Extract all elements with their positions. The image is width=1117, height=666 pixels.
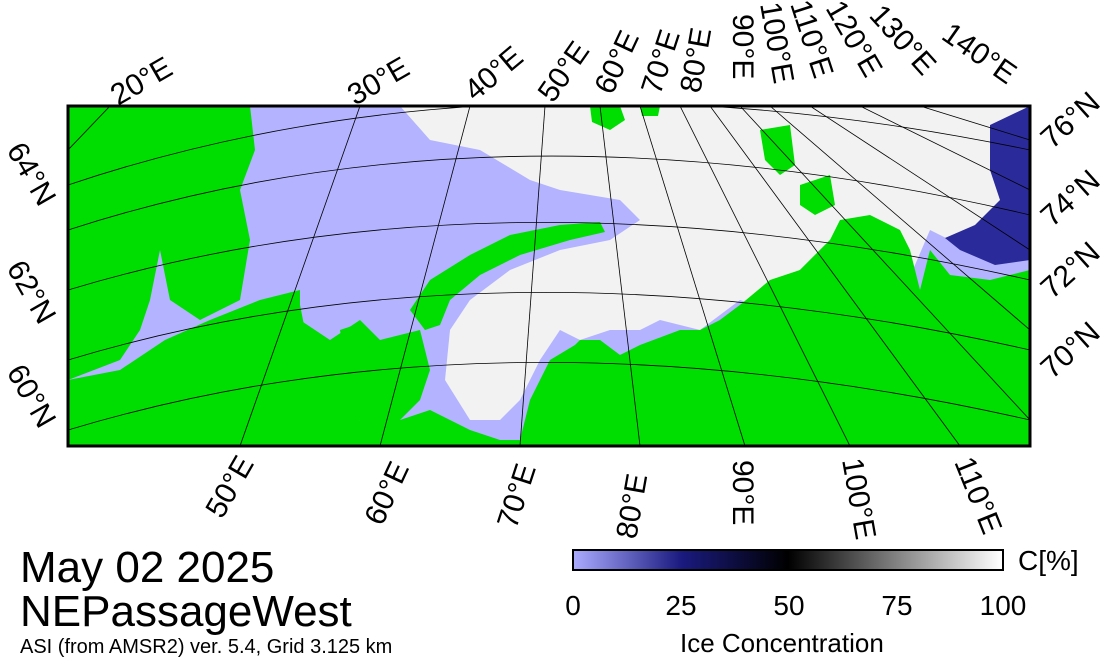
lon-label-bottom: 110°E (948, 452, 1009, 538)
lon-label-bottom: 80°E (610, 471, 654, 541)
lon-label-top: 40°E (458, 40, 529, 107)
date-title: May 02 2025 (20, 543, 275, 592)
land-small-island (285, 305, 305, 335)
colorbar-unit: C[%] (1018, 545, 1079, 576)
lon-label-bottom: 50°E (199, 450, 260, 523)
colorbar-tick: 50 (773, 590, 805, 621)
lat-label-right: 70°N (1035, 316, 1107, 385)
colorbar-tick: 25 (665, 590, 697, 621)
left-latitude-labels: 64°N 62°N 60°N (0, 137, 62, 434)
land-taimyr (720, 215, 920, 330)
land-small-island (340, 325, 358, 342)
lon-label-bottom: 100°E (835, 455, 882, 542)
land-franz-josef (590, 106, 660, 130)
lon-label-bottom: 70°E (491, 460, 543, 532)
lat-label-left: 62°N (0, 255, 62, 330)
lat-label-right: 76°N (1035, 86, 1107, 155)
right-latitude-labels: 76°N 74°N 72°N 70°N (1035, 86, 1107, 385)
lon-label-top: 50°E (532, 36, 597, 108)
region-title: NEPassageWest (20, 587, 352, 636)
land-gydan (600, 350, 660, 440)
lat-label-right: 74°N (1035, 164, 1107, 233)
bottom-longitude-labels: 50°E 60°E 70°E 80°E 90°E 100°E 110°E (199, 450, 1008, 542)
product-info: ASI (from AMSR2) ver. 5.4, Grid 3.125 km (20, 636, 393, 658)
map-frame (66, 104, 1032, 448)
lon-label-top: 30°E (342, 51, 415, 112)
lat-label-left: 64°N (0, 137, 62, 212)
land-svalbard-edge (68, 130, 100, 190)
land-novaya-zemlya (410, 222, 605, 330)
colorbar-tick: 75 (881, 590, 913, 621)
colorbar-tick: 0 (565, 590, 581, 621)
lon-label-bottom: 90°E (726, 460, 759, 525)
colorbar (572, 549, 1004, 571)
lon-label-top: 90°E (726, 14, 759, 79)
lon-label-top: 140°E (936, 17, 1022, 91)
land-scandinavia (68, 106, 255, 380)
land-kola (68, 290, 430, 446)
graticule-lines (68, 106, 1030, 446)
top-longitude-labels: 20°E 30°E 40°E 50°E 60°E 70°E 80°E 90°E … (105, 0, 1022, 112)
lon-label-bottom: 60°E (358, 457, 416, 530)
land-yamal (520, 345, 590, 440)
colorbar-title: Ice Concentration (680, 628, 884, 658)
lat-label-left: 60°N (0, 359, 62, 434)
colorbar-tick: 100 (979, 590, 1027, 621)
lat-label-right: 72°N (1035, 236, 1107, 305)
sea-ice-area (400, 106, 1030, 420)
lon-label-top: 20°E (105, 51, 178, 112)
